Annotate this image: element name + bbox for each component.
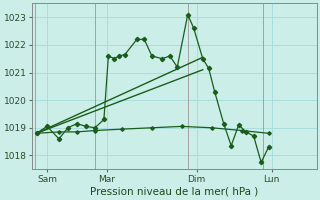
X-axis label: Pression niveau de la mer( hPa ): Pression niveau de la mer( hPa ) xyxy=(90,187,259,197)
